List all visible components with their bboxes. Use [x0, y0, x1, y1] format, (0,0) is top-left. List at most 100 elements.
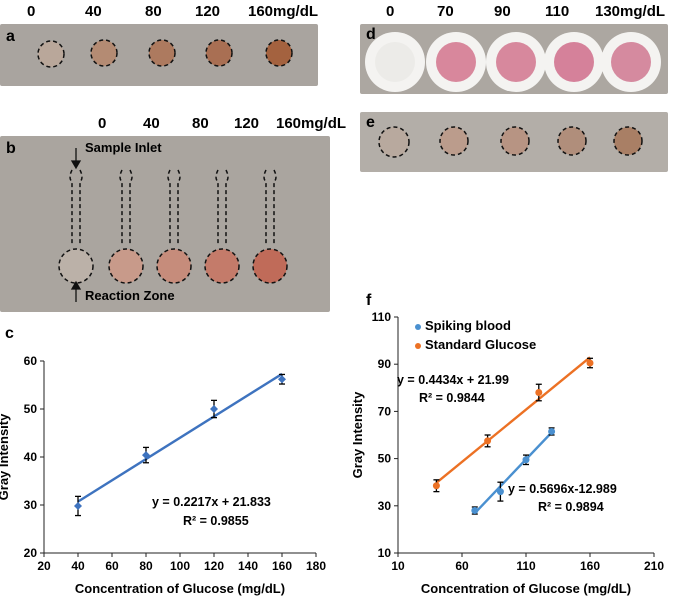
panel-e-spot-3	[558, 127, 586, 155]
c-y-tick-label: 50	[24, 402, 38, 416]
c-x-tick-label: 60	[105, 559, 119, 573]
c-y-tick-label: 60	[24, 354, 38, 368]
panel-b-devices	[0, 136, 330, 312]
f-y-tick-label: 90	[378, 357, 392, 371]
panel-b-zone-0	[59, 249, 93, 283]
panel-a-spots	[0, 24, 318, 86]
panel-e-spot-1	[440, 127, 468, 155]
f-y-tick-label: 50	[378, 452, 392, 466]
panel-b-conc-1: 40	[143, 115, 160, 132]
f-data-point	[523, 456, 530, 463]
f-y-tick-label: 110	[372, 310, 392, 324]
c-y-axis-title: Gray Intensity	[0, 413, 11, 500]
panel-a-label: a	[6, 28, 15, 46]
panel-d-pad-2-group	[486, 32, 546, 92]
panel-e-label: e	[366, 114, 375, 132]
c-x-tick-label: 140	[238, 559, 258, 573]
f-x-tick-label: 210	[644, 559, 664, 573]
f-x-tick-label: 10	[391, 559, 405, 573]
chart-f-standard-equation: y = 0.4434x + 21.99	[397, 371, 509, 389]
f-x-tick-label: 160	[580, 559, 600, 573]
inlet-arrowhead	[72, 161, 80, 168]
panel-a-spot-0	[38, 41, 64, 67]
panel-d-pad-0	[375, 42, 415, 82]
f-y-axis-title: Gray Intensity	[350, 391, 365, 478]
c-x-tick-label: 20	[37, 559, 51, 573]
panel-d-conc-0: 0	[386, 3, 394, 20]
c-x-tick-label: 120	[204, 559, 224, 573]
panel-b-channels	[70, 170, 276, 246]
f-data-point	[497, 488, 504, 495]
f-data-point	[548, 428, 555, 435]
panel-b-channel-2	[168, 170, 180, 246]
panel-a-conc-2: 80	[145, 3, 162, 20]
panel-c-label: c	[5, 325, 14, 343]
c-x-tick-label: 180	[306, 559, 326, 573]
panel-b-channel-4	[264, 170, 276, 246]
panel-d-pad-1	[436, 42, 476, 82]
panel-a-conc-3: 120	[195, 3, 220, 20]
c-x-tick-label: 40	[71, 559, 85, 573]
legend-blood-label: Spiking blood	[425, 318, 511, 333]
legend-item-blood: Spiking blood	[415, 316, 536, 335]
f-y-tick-label: 70	[378, 404, 392, 418]
panel-d-conc-2: 90	[494, 3, 511, 20]
panel-d-pad-4	[611, 42, 651, 82]
panel-b-channel-0	[70, 170, 82, 246]
panel-d-conc-4: 130mg/dL	[595, 3, 665, 20]
chart-f-standard-r2: R² = 0.9844	[397, 389, 509, 407]
c-x-tick-label: 160	[272, 559, 292, 573]
f-data-point	[535, 389, 542, 396]
c-x-axis-title: Concentration of Glucose (mg/dL)	[75, 581, 285, 596]
panel-e-spots	[360, 112, 668, 172]
chart-c: 20 40 60 80 100 120 140 160 180 20 30 40 50 60 Concent…	[0, 345, 335, 603]
panel-e-spot-4	[614, 127, 642, 155]
chart-f-blood-r2: R² = 0.9894	[508, 498, 617, 516]
panel-a-conc-4: 160mg/dL	[248, 3, 318, 20]
panel-a-photo: a	[0, 24, 318, 86]
panel-d-pad-3	[554, 42, 594, 82]
panel-d-pad-3-group	[544, 32, 604, 92]
panel-d-label: d	[366, 26, 376, 44]
chart-c-annotation: y = 0.2217x + 21.833 R² = 0.9855	[152, 493, 322, 531]
chart-f-legend: Spiking blood Standard Glucose	[415, 316, 536, 354]
c-x-tick-label: 100	[170, 559, 190, 573]
panel-e-photo: e	[360, 112, 668, 172]
panel-d-pads	[360, 24, 668, 94]
f-data-point	[587, 360, 594, 367]
panel-b-zone-4	[253, 249, 287, 283]
c-x-tick-label: 80	[139, 559, 153, 573]
c-y-tick-label: 20	[24, 546, 38, 560]
f-data-point	[484, 437, 491, 444]
panel-e-spot-0	[379, 127, 409, 157]
chart-f-blood-equation: y = 0.5696x-12.989	[508, 480, 617, 498]
c-data-point	[74, 502, 82, 510]
chart-c-equation: y = 0.2217x + 21.833	[152, 493, 322, 512]
panel-b-channel-3	[216, 170, 228, 246]
panel-a-conc-1: 40	[85, 3, 102, 20]
legend-item-standard: Standard Glucose	[415, 335, 536, 354]
panel-d-pad-1-group	[426, 32, 486, 92]
panel-b-zone-2	[157, 249, 191, 283]
panel-b-conc-4: 160mg/dL	[276, 115, 346, 132]
panel-b-label: b	[6, 140, 16, 158]
panel-d-pad-4-group	[601, 32, 661, 92]
chart-c-r2: R² = 0.9855	[152, 512, 322, 531]
panel-d-photo: d	[360, 24, 668, 94]
chart-f-blood-annotation: y = 0.5696x-12.989 R² = 0.9894	[508, 480, 617, 516]
sample-inlet-label: Sample Inlet	[85, 140, 162, 155]
panel-a-spot-1	[91, 40, 117, 66]
c-data-point	[210, 405, 218, 413]
panel-b-conc-3: 120	[234, 115, 259, 132]
panel-b-conc-2: 80	[192, 115, 209, 132]
f-x-tick-label: 110	[516, 559, 536, 573]
panel-d-conc-3: 110	[545, 3, 569, 20]
panel-d-conc-1: 70	[437, 3, 454, 20]
panel-a-spot-2	[149, 40, 175, 66]
c-y-tick-label: 30	[24, 498, 38, 512]
panel-a-spot-4	[266, 40, 292, 66]
f-data-point	[471, 507, 478, 514]
panel-d-pad-2	[496, 42, 536, 82]
panel-a-spot-3	[206, 40, 232, 66]
panel-b-zone-3	[205, 249, 239, 283]
